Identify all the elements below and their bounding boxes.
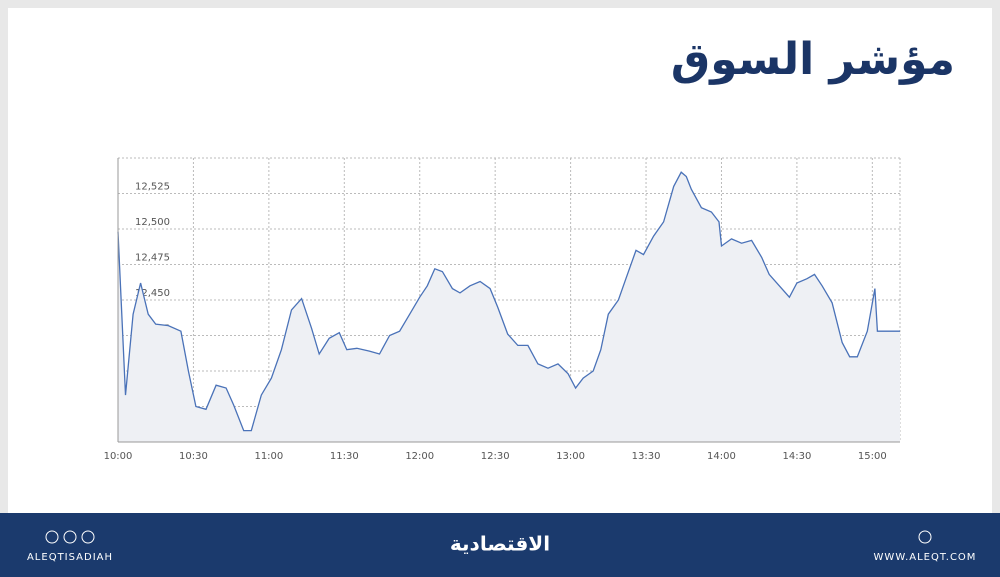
x-tick-label: 14:30 — [782, 451, 811, 462]
area — [118, 172, 900, 442]
x-tick-label: 14:00 — [707, 451, 736, 462]
social-icons — [45, 530, 932, 544]
x-tick-label: 11:30 — [330, 451, 359, 462]
x-tick-label: 10:00 — [104, 451, 133, 462]
x-tick-label: 13:30 — [632, 451, 661, 462]
x-tick-label: 13:00 — [556, 451, 585, 462]
index-line — [117, 171, 900, 432]
y-tick-label: 12,500 — [135, 217, 170, 228]
x-tick-label: 12:30 — [481, 451, 510, 462]
y-tick-label: 12,475 — [135, 253, 170, 264]
x-tick-label: 12:00 — [405, 451, 434, 462]
x-tick-label: 10:30 — [179, 451, 208, 462]
y-tick-label: 12,450 — [135, 288, 170, 299]
footer-website: WWW.ALEQT.COM — [874, 552, 977, 563]
x-tick-label: 15:00 — [858, 451, 887, 462]
y-tick-label: 12,525 — [135, 182, 170, 193]
footer-handle: ALEQTISADIAH — [27, 552, 113, 563]
x-tick-label: 11:00 — [254, 451, 283, 462]
chart-title: مؤشر السوق — [671, 34, 955, 85]
footer-brand: الاقتصادية — [450, 532, 550, 556]
footer-band — [0, 513, 1000, 577]
